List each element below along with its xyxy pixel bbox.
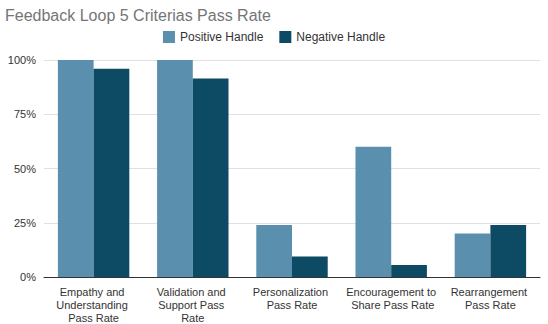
svg-text:0%: 0% (20, 271, 36, 283)
svg-text:Negative Handle: Negative Handle (296, 30, 385, 44)
svg-text:Support Pass: Support Pass (158, 299, 227, 311)
svg-text:Rate: Rate (181, 312, 204, 324)
svg-text:Pass Rate: Pass Rate (465, 299, 516, 311)
svg-text:Rearrangement: Rearrangement (451, 286, 531, 298)
svg-text:Pass Rate: Pass Rate (267, 299, 318, 311)
svg-text:Feedback Loop 5 Criterias Pass: Feedback Loop 5 Criterias Pass Rate (5, 7, 271, 24)
svg-text:Empathy and: Empathy and (60, 286, 128, 298)
svg-text:Personalization: Personalization (253, 286, 331, 298)
svg-text:Share Pass Rate: Share Pass Rate (348, 299, 434, 311)
svg-text:Understanding: Understanding (56, 299, 131, 311)
svg-text:75%: 75% (14, 108, 36, 120)
svg-text:50%: 50% (14, 163, 36, 175)
svg-text:Encouragement to: Encouragement to (346, 286, 436, 298)
svg-text:25%: 25% (14, 217, 36, 229)
svg-text:Validation and: Validation and (157, 286, 229, 298)
svg-text:100%: 100% (8, 54, 36, 66)
svg-text:Positive Handle: Positive Handle (180, 30, 264, 44)
svg-text:Pass Rate: Pass Rate (68, 312, 119, 324)
